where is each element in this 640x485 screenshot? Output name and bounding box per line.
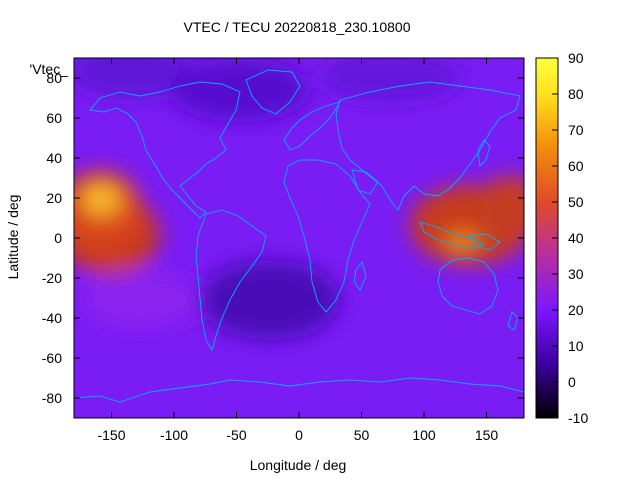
colorbar-tick-label: 0 <box>568 374 576 390</box>
indonesia-peak <box>444 230 480 254</box>
x-tick-label: 50 <box>354 427 370 443</box>
asia-coast <box>335 81 521 211</box>
y-tick-label: 0 <box>54 230 62 246</box>
north-atlantic-low <box>170 58 310 122</box>
y-tick-label: -20 <box>42 270 62 286</box>
y-tick-label: 20 <box>46 190 62 206</box>
indonesia-coast <box>419 221 486 249</box>
y-tick-label: -60 <box>42 350 62 366</box>
plot-area <box>74 58 524 418</box>
colorbar-tick-label: 40 <box>568 230 584 246</box>
chart-title: VTEC / TECU 20220818_230.10800 <box>183 19 410 35</box>
colorbar-tick-label: 50 <box>568 194 584 210</box>
x-tick-label: 0 <box>295 427 303 443</box>
series-key-label: 'Vtec_ <box>30 61 69 77</box>
coastlines <box>74 69 524 403</box>
x-tick-label: -150 <box>97 427 125 443</box>
y-tick-label: -40 <box>42 310 62 326</box>
x-axis-label: Longitude / deg <box>250 457 347 473</box>
colorbar-tick-label: 20 <box>568 302 584 318</box>
colorbar-tick-label: 60 <box>568 158 584 174</box>
africa-coast <box>283 159 371 313</box>
new-guinea-coast <box>469 233 501 251</box>
europe-coast <box>283 101 342 151</box>
colorbar-tick-label: 90 <box>568 50 584 66</box>
greenland-coast <box>245 69 301 115</box>
y-tick-label: 40 <box>46 150 62 166</box>
south-pacific-glow <box>80 270 200 330</box>
north-pacific-low <box>74 58 190 98</box>
x-tick-label: -100 <box>160 427 188 443</box>
colorbar-tick-label: 10 <box>568 338 584 354</box>
north-america-coast <box>89 81 241 219</box>
japan-coast <box>477 139 491 167</box>
y-tick-label: 80 <box>46 70 62 86</box>
x-tick-label: -50 <box>226 427 246 443</box>
colorbar-tick-label: 80 <box>568 86 584 102</box>
x-tick-label: 100 <box>412 427 436 443</box>
west-pacific-edge <box>480 175 524 245</box>
arabia-coast <box>351 169 379 195</box>
peak-core <box>90 190 110 206</box>
colorbar-tick-label: 30 <box>568 266 584 282</box>
australia-coast <box>437 257 499 315</box>
antarctica-coast <box>74 377 524 403</box>
madagascar-coast <box>353 261 367 291</box>
siberia-low <box>320 58 460 102</box>
colorbar-ticks: -10 0 10 20 30 40 50 60 70 80 90 <box>552 50 588 426</box>
x-tick-label: 150 <box>475 427 499 443</box>
y-tick-label: -80 <box>42 390 62 406</box>
new-zealand-coast <box>507 311 519 331</box>
colorbar-tick-label: -10 <box>568 410 588 426</box>
south-america-coast <box>195 209 267 352</box>
south-atlantic-low <box>200 260 340 340</box>
x-axis-ticks: -150 -100 -50 0 50 100 150 <box>97 58 498 443</box>
colorbar-tick-label: 70 <box>568 122 584 138</box>
y-axis-label: Latitude / deg <box>5 195 21 280</box>
y-axis-ticks: -80 -60 -40 -20 0 20 40 60 80 <box>42 70 524 406</box>
y-tick-label: 60 <box>46 110 62 126</box>
